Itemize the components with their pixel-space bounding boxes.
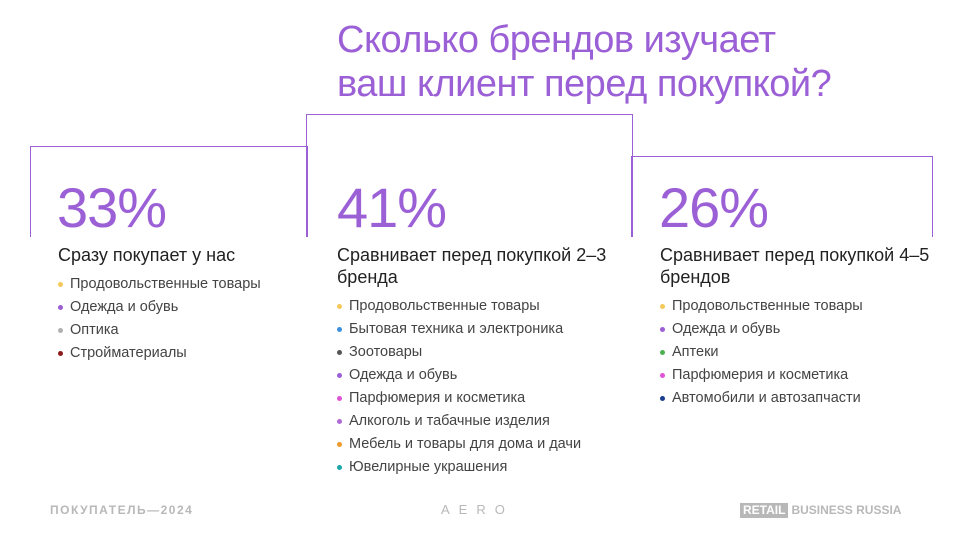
retail-badge: RETAIL: [740, 502, 789, 518]
bullet-dot-icon: [660, 327, 665, 332]
bullet-dot-icon: [660, 373, 665, 378]
list-item: Одежда и обувь: [58, 297, 298, 317]
column-3: Сравнивает перед покупкой 4–5 брендов Пр…: [660, 244, 930, 411]
bullet-dot-icon: [337, 396, 342, 401]
list-item: Алкоголь и табачные изделия: [337, 411, 627, 431]
list-item: Парфюмерия и косметика: [337, 388, 627, 408]
bullet-dot-icon: [58, 305, 63, 310]
bullet-dot-icon: [660, 396, 665, 401]
category-list: Продовольственные товары Бытовая техника …: [337, 296, 627, 477]
category-list: Продовольственные товары Одежда и обувь Ап…: [660, 296, 930, 408]
list-item-label: Продовольственные товары: [672, 298, 863, 314]
list-item: Стройматериалы: [58, 343, 298, 363]
bullet-dot-icon: [58, 282, 63, 287]
list-item-label: Бытовая техника и электроника: [349, 321, 564, 337]
list-item: Бытовая техника и электроника: [337, 319, 627, 339]
category-list: Продовольственные товары Одежда и обувь Оп…: [58, 274, 298, 363]
list-item-label: Аптеки: [672, 344, 719, 360]
list-item-label: Одежда и обувь: [672, 321, 781, 337]
list-item: Парфюмерия и косметика: [660, 365, 930, 385]
title-line-2: ваш клиент перед покупкой?: [337, 63, 832, 105]
column-subtitle: Сравнивает перед покупкой 4–5 брендов: [660, 245, 930, 287]
list-item-label: Автомобили и автозапчасти: [672, 390, 861, 406]
percent-value-1: 33%: [57, 176, 167, 239]
bullet-dot-icon: [337, 465, 342, 470]
bullet-dot-icon: [337, 350, 342, 355]
list-item-label: Парфюмерия и косметика: [672, 367, 849, 383]
list-item-label: Алкоголь и табачные изделия: [349, 413, 550, 429]
column-subtitle: Сравнивает перед покупкой 2–3 бренда: [337, 245, 607, 287]
list-item-label: Продовольственные товары: [70, 276, 261, 292]
list-item: Ювелирные украшения: [337, 457, 627, 477]
percent-value-3: 26%: [659, 176, 769, 239]
column-subtitle: Сразу покупает у нас: [58, 245, 236, 265]
bullet-dot-icon: [660, 304, 665, 309]
bullet-dot-icon: [660, 350, 665, 355]
list-item: Аптеки: [660, 342, 930, 362]
bullet-dot-icon: [337, 327, 342, 332]
list-item-label: Одежда и обувь: [70, 299, 179, 315]
percent-value-2: 41%: [337, 176, 447, 239]
list-item-label: Продовольственные товары: [349, 298, 540, 314]
column-2: Сравнивает перед покупкой 2–3 бренда Про…: [337, 244, 627, 480]
list-item-label: Стройматериалы: [70, 345, 187, 361]
list-item: Зоотовары: [337, 342, 627, 362]
page-title: Сколько брендов изучает ваш клиент перед…: [337, 18, 937, 106]
list-item: Продовольственные товары: [58, 274, 298, 294]
footer-report-name: ПОКУПАТЕЛЬ—2024: [50, 503, 194, 517]
footer-publisher-logo: RETAIL BUSINESS RUSSIA: [740, 502, 901, 518]
bullet-dot-icon: [58, 328, 63, 333]
list-item: Мебель и товары для дома и дачи: [337, 434, 627, 454]
column-1: Сразу покупает у нас Продовольственные т…: [58, 244, 298, 366]
bullet-dot-icon: [337, 304, 342, 309]
list-item-label: Одежда и обувь: [349, 367, 458, 383]
list-item: Продовольственные товары: [337, 296, 627, 316]
bullet-dot-icon: [337, 442, 342, 447]
column-frame-3: [631, 156, 933, 237]
publisher-name: BUSINESS RUSSIA: [791, 503, 902, 517]
bullet-dot-icon: [58, 351, 63, 356]
list-item-label: Оптика: [70, 322, 119, 338]
bullet-dot-icon: [337, 419, 342, 424]
list-item-label: Зоотовары: [349, 344, 423, 360]
list-item-label: Мебель и товары для дома и дачи: [349, 436, 582, 452]
title-line-1: Сколько брендов изучает: [337, 19, 776, 61]
list-item: Одежда и обувь: [660, 319, 930, 339]
list-item-label: Парфюмерия и косметика: [349, 390, 526, 406]
column-frame-1: [30, 146, 308, 237]
list-item: Автомобили и автозапчасти: [660, 388, 930, 408]
list-item: Одежда и обувь: [337, 365, 627, 385]
footer-aero-logo: AERO: [441, 502, 514, 517]
bullet-dot-icon: [337, 373, 342, 378]
list-item: Продовольственные товары: [660, 296, 930, 316]
list-item-label: Ювелирные украшения: [349, 459, 508, 475]
list-item: Оптика: [58, 320, 298, 340]
column-frame-2: [306, 114, 633, 237]
